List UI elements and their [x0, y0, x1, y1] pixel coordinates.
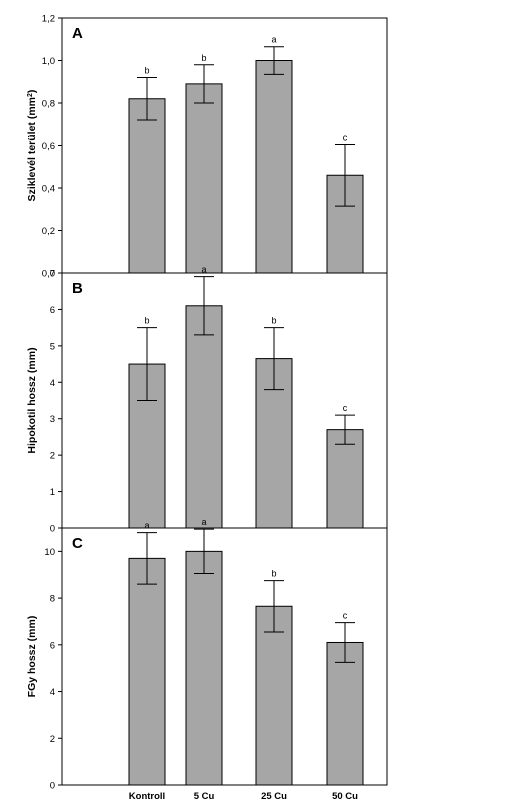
significance-letter: a — [144, 521, 149, 531]
significance-letter: b — [144, 66, 149, 76]
y-tick-label: 0,4 — [42, 184, 55, 195]
y-tick-label: 1 — [50, 487, 55, 498]
bar-25-cu — [255, 605, 293, 786]
y-tick-label: 7 — [50, 269, 55, 280]
y-tick-label: 0,6 — [42, 141, 55, 152]
y-tick-label: 1,2 — [42, 14, 55, 25]
significance-letter: b — [271, 316, 276, 326]
plot-frame — [61, 527, 388, 786]
significance-letter: c — [343, 132, 348, 142]
y-tick-label: 4 — [50, 687, 55, 698]
bar-5-cu — [185, 305, 223, 529]
y-tick-label: 3 — [50, 414, 55, 425]
panel-A: 0,0 0,2 0,4 0,6 0,8 1,0 1,2 A Sziklevél terület … — [26, 14, 388, 280]
x-category-label: Kontroll — [129, 791, 165, 802]
x-category-label: 5 Cu — [194, 791, 215, 802]
y-axis-title: Sziklevél terület (mm2) — [26, 90, 38, 202]
y-tick-label: 0,0 — [42, 269, 55, 280]
y-axis-title-text: FGy hossz (mm) — [26, 616, 38, 698]
y-tick-label: 0 — [50, 781, 55, 792]
y-tick-label: 6 — [50, 305, 55, 316]
y-axis-title-text: Sziklevél terület (mm — [26, 97, 38, 201]
significance-letter: c — [343, 403, 348, 413]
panel-C: 0 2 4 6 8 10 C FGy hossz (mm) a a b c Kontroll 5 Cu 25… — [26, 517, 388, 802]
y-tick-label: 6 — [50, 640, 55, 651]
panel-B: 0 1 2 3 4 5 6 7 B Hipokotil hossz (mm) b a b c — [26, 265, 388, 535]
y-tick-label: 0,8 — [42, 99, 55, 110]
y-tick-label: 10 — [44, 547, 55, 558]
significance-letter: b — [201, 53, 206, 63]
y-tick-label: 4 — [50, 378, 55, 389]
y-axis-title: FGy hossz (mm) — [26, 616, 38, 698]
significance-letter: c — [343, 611, 348, 621]
bar-kontroll — [128, 98, 166, 274]
x-category-label: 25 Cu — [261, 791, 287, 802]
y-tick-label: 5 — [50, 341, 55, 352]
y-axis-title: Hipokotil hossz (mm) — [26, 347, 38, 453]
significance-letter: a — [201, 517, 206, 527]
significance-letter: a — [271, 35, 276, 45]
bar-5-cu — [185, 83, 223, 274]
y-axis-title-superscript: 2 — [27, 93, 34, 97]
significance-letter: b — [144, 316, 149, 326]
y-tick-label: 2 — [50, 451, 55, 462]
bar-50-cu — [326, 641, 364, 786]
y-tick-label: 0 — [50, 524, 55, 535]
y-tick-label: 2 — [50, 734, 55, 745]
panel-letter: C — [72, 535, 83, 552]
bar-25-cu — [255, 60, 293, 274]
y-tick-label: 0,2 — [42, 226, 55, 237]
bar-5-cu — [185, 550, 223, 786]
panel-letter: B — [72, 280, 83, 297]
y-axis-title-end: ) — [26, 90, 38, 94]
significance-letter: b — [271, 569, 276, 579]
bar-kontroll — [128, 557, 166, 786]
y-tick-label: 8 — [50, 594, 55, 605]
y-axis-title-text: Hipokotil hossz (mm) — [26, 347, 38, 453]
x-category-label: 50 Cu — [332, 791, 358, 802]
significance-letter: a — [201, 265, 206, 275]
panel-letter: A — [72, 25, 83, 42]
y-tick-label: 1,0 — [42, 56, 55, 67]
